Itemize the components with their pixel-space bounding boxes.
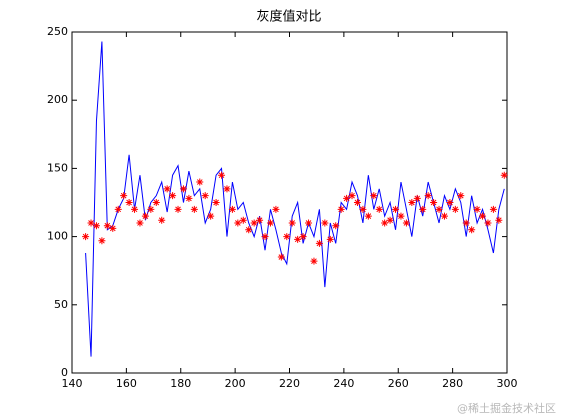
star-marker [462, 219, 470, 227]
star-marker [359, 205, 367, 213]
star-marker [212, 199, 220, 206]
x-tick-label: 200 [225, 377, 246, 390]
star-marker [348, 192, 356, 200]
y-tick-label: 100 [47, 230, 68, 243]
y-tick-label: 250 [47, 25, 68, 38]
star-marker [245, 226, 253, 234]
star-marker [223, 185, 231, 193]
star-marker [87, 219, 95, 227]
star-marker [424, 192, 432, 200]
x-tick-label: 160 [116, 377, 137, 390]
star-marker [386, 216, 394, 224]
star-marker [408, 199, 416, 206]
x-tick-label: 300 [497, 377, 518, 390]
star-marker [353, 199, 361, 206]
star-marker [201, 192, 209, 200]
star-marker [109, 224, 117, 232]
star-marker [261, 233, 269, 241]
star-marker [136, 219, 144, 227]
star-marker [299, 233, 307, 241]
star-marker [288, 219, 296, 227]
star-marker [283, 233, 291, 241]
star-marker [343, 194, 351, 202]
star-marker [234, 219, 242, 227]
star-marker [196, 178, 204, 186]
star-marker [82, 233, 90, 241]
star-marker [179, 185, 187, 193]
plot-area [71, 31, 508, 374]
series-line [85, 41, 505, 357]
x-tick-label: 140 [62, 377, 83, 390]
star-marker [266, 219, 274, 227]
star-marker [98, 237, 106, 245]
y-tick-label: 200 [47, 93, 68, 106]
star-marker [131, 205, 139, 213]
star-marker [158, 216, 166, 224]
star-marker [294, 235, 302, 243]
star-marker [419, 205, 427, 213]
watermark: @稀土掘金技术社区 [457, 401, 556, 415]
star-marker [473, 205, 481, 213]
star-marker [141, 212, 149, 220]
star-marker [489, 205, 497, 213]
y-tick-label: 0 [61, 366, 68, 379]
star-marker [440, 212, 448, 220]
x-tick-label: 260 [388, 377, 409, 390]
star-marker [413, 194, 421, 202]
star-marker [479, 212, 487, 220]
star-marker [169, 192, 177, 200]
star-marker [120, 192, 128, 200]
star-marker [451, 205, 459, 213]
chart-title: 灰度值对比 [256, 9, 321, 25]
star-marker [364, 212, 372, 220]
star-marker [468, 226, 476, 234]
x-tick-label: 220 [279, 377, 300, 390]
star-marker [272, 205, 280, 213]
star-marker [310, 257, 318, 265]
star-marker [239, 216, 247, 224]
star-marker [381, 219, 389, 227]
star-marker [315, 239, 323, 247]
star-marker [207, 212, 215, 220]
y-tick-label: 150 [47, 161, 68, 174]
star-marker [256, 216, 264, 224]
star-marker [500, 171, 508, 179]
star-marker [326, 235, 334, 243]
star-marker [163, 185, 171, 193]
star-marker [397, 212, 405, 220]
star-marker [457, 192, 465, 200]
star-marker [190, 205, 198, 213]
x-tick-label: 240 [333, 377, 354, 390]
star-marker [103, 222, 111, 230]
x-tick-label: 280 [442, 377, 463, 390]
star-marker [484, 219, 492, 227]
star-marker [446, 199, 454, 206]
star-marker [277, 253, 285, 261]
star-marker [152, 199, 160, 206]
star-marker [250, 219, 258, 227]
star-marker [370, 192, 378, 200]
star-marker [218, 171, 226, 179]
x-tick-label: 180 [170, 377, 191, 390]
star-marker [402, 219, 410, 227]
star-marker [114, 205, 122, 213]
star-marker [125, 199, 133, 206]
star-marker [305, 219, 313, 227]
star-marker [228, 205, 236, 213]
star-marker [147, 205, 155, 213]
y-tick-label: 50 [54, 298, 68, 311]
star-marker [321, 219, 329, 227]
star-marker [430, 199, 438, 206]
star-marker [435, 205, 443, 213]
star-marker [185, 194, 193, 202]
star-marker [495, 216, 503, 224]
star-marker [332, 222, 340, 230]
star-marker [174, 205, 182, 213]
star-marker [392, 205, 400, 213]
star-marker [92, 222, 100, 230]
star-marker [337, 205, 345, 213]
star-marker [375, 205, 383, 213]
